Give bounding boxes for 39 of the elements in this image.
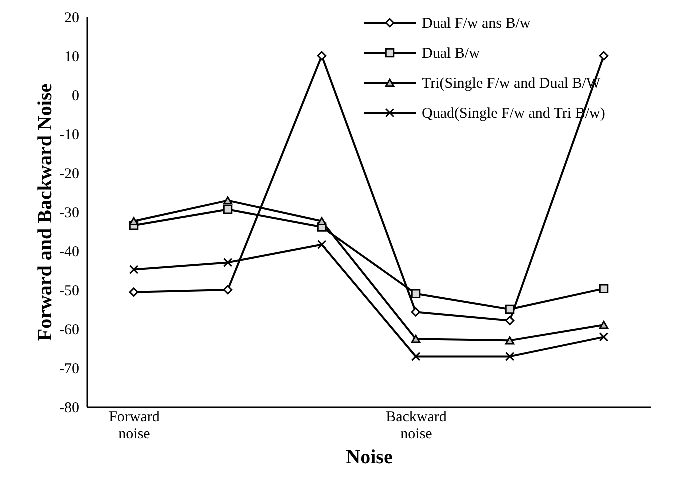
point	[411, 308, 421, 317]
point	[599, 51, 609, 61]
y-tick-label: -80	[60, 400, 80, 416]
y-tick-label: 20	[64, 10, 80, 26]
point	[505, 304, 515, 314]
point	[317, 51, 327, 61]
x-axis-title: Noise	[346, 446, 393, 468]
y-tick-label: -40	[60, 244, 80, 260]
point	[317, 217, 327, 226]
y-tick-label: -70	[60, 362, 80, 378]
legend-label: Dual F/w ans B/w	[422, 16, 531, 32]
point	[317, 240, 327, 250]
point	[223, 285, 233, 295]
point	[505, 316, 515, 326]
point	[129, 265, 139, 274]
point	[129, 217, 139, 226]
point	[223, 258, 233, 268]
y-axis-title: Forward and Backward Noise	[34, 84, 57, 342]
y-tick-label: -20	[60, 166, 80, 182]
legend-label: Dual B/w	[422, 46, 480, 62]
point	[411, 335, 421, 344]
y-tick-label: 10	[64, 50, 80, 66]
y-tick-label: -50	[60, 284, 80, 300]
y-tick-label: 0	[72, 88, 80, 104]
point	[223, 205, 233, 214]
y-tick-label: -60	[60, 322, 80, 338]
point	[599, 320, 609, 330]
point	[599, 284, 609, 294]
x-tick-label: Forward noise	[109, 410, 160, 442]
y-tick-label: -30	[60, 206, 80, 222]
point	[505, 336, 515, 345]
y-tick-label: -10	[60, 128, 80, 144]
point	[129, 288, 139, 297]
x-tick-label: Backward noise	[386, 410, 448, 442]
point	[223, 196, 233, 205]
point	[599, 332, 609, 342]
point	[411, 289, 421, 299]
point	[505, 352, 515, 362]
point	[411, 352, 421, 362]
